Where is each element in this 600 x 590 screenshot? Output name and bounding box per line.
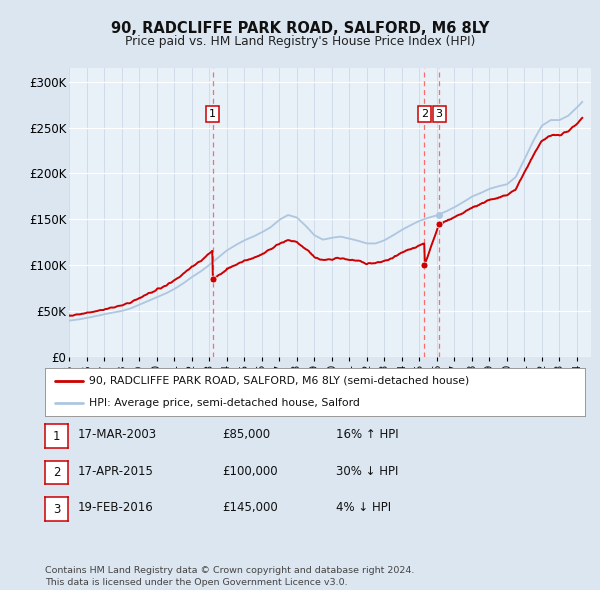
Text: 1: 1: [209, 109, 217, 119]
Text: 30% ↓ HPI: 30% ↓ HPI: [336, 465, 398, 478]
Text: 90, RADCLIFFE PARK ROAD, SALFORD, M6 8LY (semi-detached house): 90, RADCLIFFE PARK ROAD, SALFORD, M6 8LY…: [89, 376, 470, 386]
Text: 2: 2: [421, 109, 428, 119]
Text: 3: 3: [436, 109, 443, 119]
Text: Contains HM Land Registry data © Crown copyright and database right 2024.
This d: Contains HM Land Registry data © Crown c…: [45, 566, 415, 587]
Text: £100,000: £100,000: [222, 465, 278, 478]
Text: 1: 1: [53, 430, 60, 442]
Text: 2: 2: [53, 466, 60, 479]
Text: £85,000: £85,000: [222, 428, 270, 441]
Text: 3: 3: [53, 503, 60, 516]
Text: 4% ↓ HPI: 4% ↓ HPI: [336, 502, 391, 514]
Text: £145,000: £145,000: [222, 502, 278, 514]
Text: 19-FEB-2016: 19-FEB-2016: [78, 502, 154, 514]
Text: HPI: Average price, semi-detached house, Salford: HPI: Average price, semi-detached house,…: [89, 398, 360, 408]
Text: 16% ↑ HPI: 16% ↑ HPI: [336, 428, 398, 441]
Text: 17-MAR-2003: 17-MAR-2003: [78, 428, 157, 441]
Text: 90, RADCLIFFE PARK ROAD, SALFORD, M6 8LY: 90, RADCLIFFE PARK ROAD, SALFORD, M6 8LY: [111, 21, 489, 35]
Text: 17-APR-2015: 17-APR-2015: [78, 465, 154, 478]
Text: Price paid vs. HM Land Registry's House Price Index (HPI): Price paid vs. HM Land Registry's House …: [125, 35, 475, 48]
